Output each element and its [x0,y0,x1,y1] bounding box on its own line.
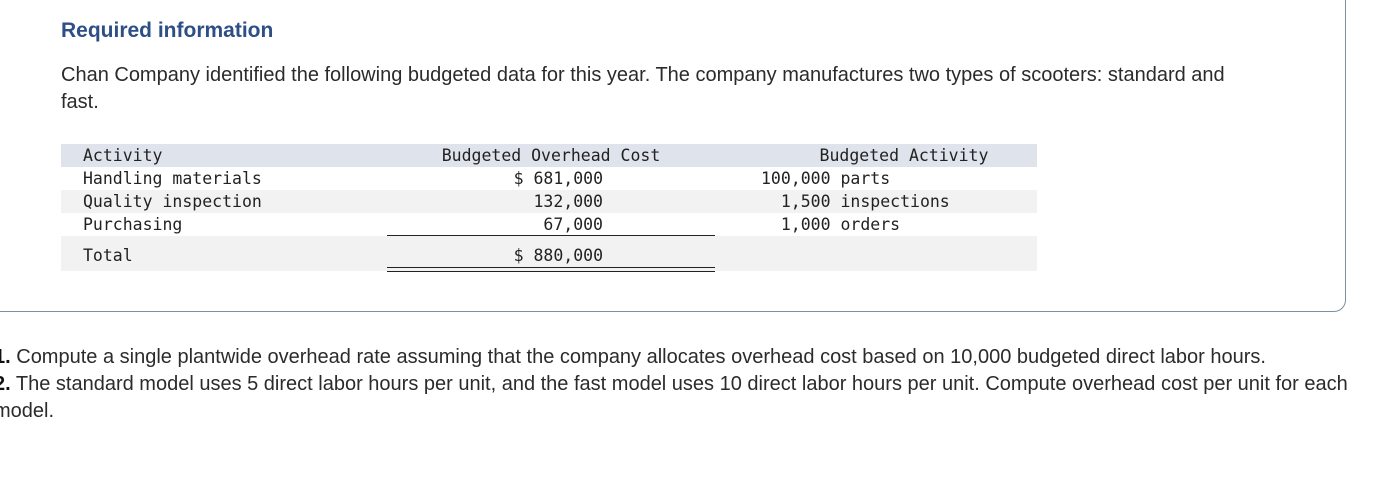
row-activity: Handling materials [83,169,262,188]
row-activity: Quality inspection [83,192,262,211]
row-activity: Purchasing [83,215,183,234]
row-cost: $ 681,000 [513,169,603,188]
question-text: Compute a single plantwide overhead rate… [10,346,1266,368]
row-budgeted-activity: 1,000 orders [761,215,901,234]
question-1: 1. Compute a single plantwide overhead r… [0,344,1375,371]
header-overhead-cost: Budgeted Overhead Cost [441,146,661,165]
intro-text: Chan Company identified the following bu… [61,64,1225,113]
subtotal-rule [387,235,715,236]
table-total-row: Total $ 880,000 [61,236,1037,272]
table-row: Purchasing 67,000 1,000 orders [61,213,1037,236]
row-cost: 132,000 [533,192,603,211]
row-budgeted-activity: 100,000 parts [761,169,891,188]
total-cost: $ 880,000 [513,246,603,265]
question-number: 1. [0,346,11,368]
question-text: The standard model uses 5 direct labor h… [0,373,1348,422]
header-budgeted-activity: Budgeted Activity [819,146,989,165]
card-heading: Required information [61,19,274,42]
total-double-rule [387,267,715,272]
budget-table: Activity Budgeted Overhead Cost Budgeted… [61,144,1037,272]
question-2: 2. The standard model uses 5 direct labo… [0,371,1375,425]
row-cost: 67,000 [543,215,603,234]
total-label: Total [83,246,133,265]
table-header-row: Activity Budgeted Overhead Cost Budgeted… [61,144,1037,167]
questions: 1. Compute a single plantwide overhead r… [0,344,1375,425]
header-activity: Activity [83,146,163,165]
question-number: 2. [0,373,11,395]
table-row: Handling materials $ 681,000 100,000 par… [61,167,1037,190]
table-row: Quality inspection 132,000 1,500 inspect… [61,190,1037,213]
required-information-card [0,0,1346,312]
row-budgeted-activity: 1,500 inspections [761,192,950,211]
